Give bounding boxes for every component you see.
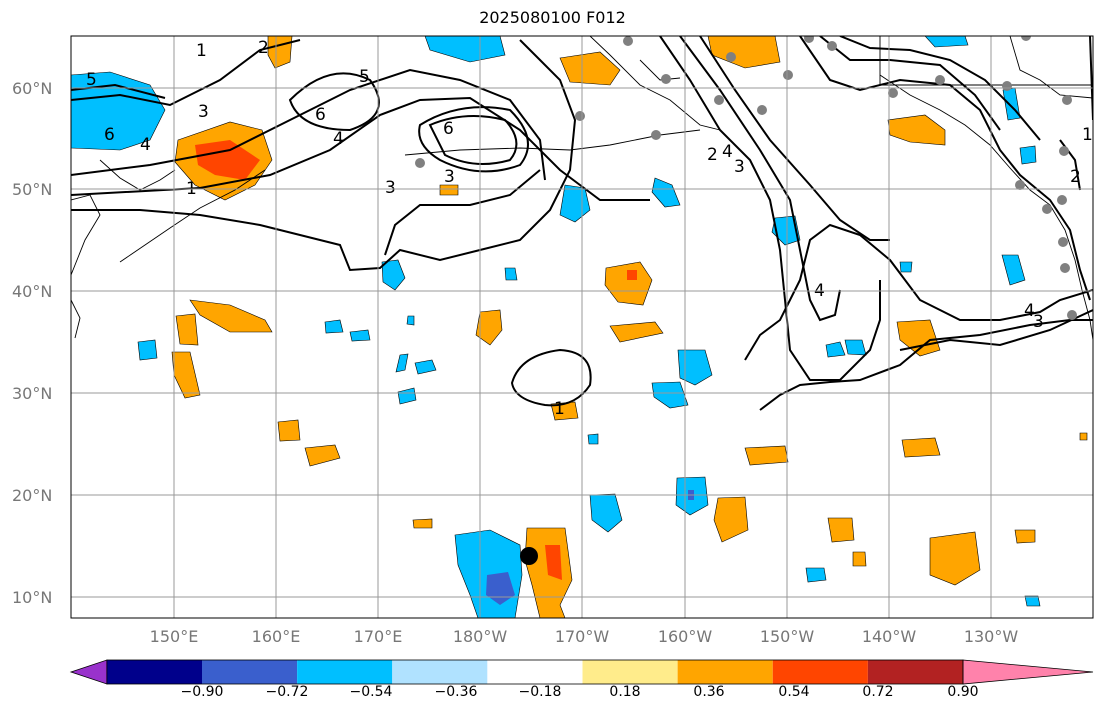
map-area: 1 2 3 4 5 6 1 3 4 5 6 2 3 6 4 3 2 1 4 3 … [71, 36, 1093, 618]
longitude-labels: 150°E 160°E 170°E 180°W 170°W 160°W 150°… [150, 627, 1019, 646]
colorbar-segment [297, 660, 393, 684]
colorbar-tick-labels: −0.90 −0.72 −0.54 −0.36 −0.18 0.18 0.36 … [181, 684, 979, 700]
contour-label: 2 [1070, 167, 1081, 187]
lon-label: 130°W [964, 627, 1019, 646]
colorbar-tick-label: 0.54 [778, 684, 809, 700]
lon-label: 150°E [150, 627, 199, 646]
lon-label: 170°W [555, 627, 610, 646]
colorbar-tick-label: 0.90 [947, 684, 978, 700]
station-markers [415, 36, 1077, 320]
contour-label: 2 [258, 38, 269, 58]
contour-label: 6 [315, 105, 326, 125]
colorbar-outline [106, 659, 964, 685]
lat-label: 50°N [12, 180, 52, 199]
colorbar-tick-label: 0.36 [693, 684, 724, 700]
lon-label: 150°W [760, 627, 815, 646]
colorbar-tick-label: 0.18 [609, 684, 640, 700]
lon-label: 160°E [252, 627, 301, 646]
contour-label: 6 [443, 119, 454, 139]
contour-label: 3 [1033, 312, 1044, 332]
contour-labels: 1 2 3 4 5 6 1 3 4 5 6 2 3 6 4 3 2 1 4 3 … [86, 38, 1093, 419]
lat-label: 40°N [12, 282, 52, 301]
colorbar-tick-label: −0.36 [435, 684, 478, 700]
contour-lines [71, 36, 1093, 411]
colorbar-tick-label: 0.72 [862, 684, 893, 700]
latitude-labels: 60°N 50°N 40°N 30°N 20°N 10°N [12, 79, 52, 607]
lon-label: 160°W [658, 627, 713, 646]
colorbar-segment [487, 660, 583, 684]
contour-label: 3 [385, 178, 396, 198]
colorbar-segment [867, 660, 963, 684]
lon-label: 170°E [354, 627, 403, 646]
colorbar-tick-label: −0.54 [350, 684, 393, 700]
contour-label: 5 [359, 67, 370, 87]
lon-label: 140°W [862, 627, 917, 646]
colorbar-segment [106, 660, 202, 684]
graticule [71, 36, 1093, 618]
colorbar-tick-label: −0.18 [519, 684, 562, 700]
contour-label: 5 [86, 70, 97, 90]
colorbar-segment [962, 659, 1094, 685]
map-title: 2025080100 F012 [479, 8, 626, 27]
contour-label: 1 [1082, 125, 1093, 145]
contour-label: 3 [444, 167, 455, 187]
colorbar-segment [677, 660, 773, 684]
map-frame [70, 35, 1094, 619]
contour-label: 4 [140, 135, 151, 155]
storm-center-marker [520, 547, 538, 565]
contour-label: 1 [196, 41, 207, 61]
colorbar-segment [582, 660, 678, 684]
colorbar-segment [202, 660, 298, 684]
lat-label: 20°N [12, 486, 52, 505]
colorbar [69, 659, 1094, 685]
contour-label: 1 [554, 399, 565, 419]
lat-label: 30°N [12, 384, 52, 403]
strong-positive-shading [195, 140, 637, 580]
contour-label: 3 [734, 157, 745, 177]
lat-label: 60°N [12, 79, 52, 98]
lon-label: 180°W [453, 627, 508, 646]
contour-label: 4 [1024, 301, 1035, 321]
lat-label: 10°N [12, 588, 52, 607]
colorbar-segment [69, 659, 108, 685]
contour-label: 6 [104, 125, 115, 145]
colorbar-segment [392, 660, 488, 684]
colorbar-segment [772, 660, 868, 684]
colorbar-tick-label: −0.90 [181, 684, 224, 700]
contour-label: 4 [333, 129, 344, 149]
contour-label: 3 [198, 102, 209, 122]
contour-label: 2 [707, 145, 718, 165]
colorbar-tick-label: −0.72 [266, 684, 309, 700]
contour-label: 4 [722, 142, 733, 162]
